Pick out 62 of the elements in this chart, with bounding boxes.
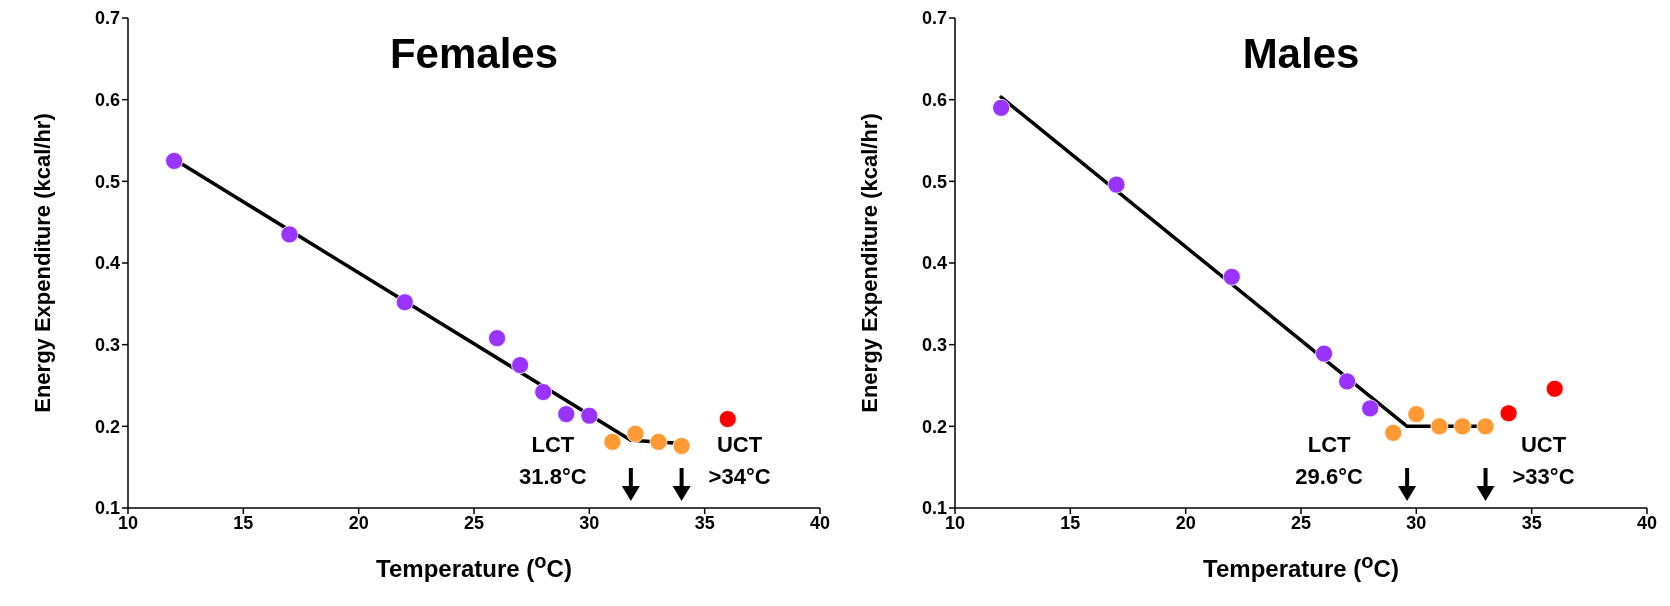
y-tick-label: 0.3: [921, 335, 947, 356]
x-tick-label: 35: [694, 512, 715, 533]
point: [1407, 405, 1426, 424]
chart-title: Females: [388, 30, 560, 78]
y-tick-label: 0.7: [921, 8, 947, 29]
y-axis-title: Energy Expenditure (kcal/hr): [30, 112, 56, 415]
y-tick-label: 0.5: [921, 171, 947, 192]
point: [1453, 417, 1472, 436]
point: [580, 406, 599, 425]
y-tick-label: 0.4: [94, 253, 120, 274]
point: [280, 225, 299, 244]
y-tick-label: 0.4: [921, 253, 947, 274]
annotation: UCT >34°C: [708, 432, 771, 489]
annotation: LCT 31.8°C: [519, 432, 587, 489]
x-tick-label: 15: [1060, 512, 1081, 533]
point: [488, 329, 507, 348]
point: [1338, 372, 1357, 391]
x-tick-label: 25: [463, 512, 485, 533]
x-tick-label: 20: [348, 512, 369, 533]
annotation: UCT >33°C: [1512, 432, 1575, 489]
x-axis-title: Temperature ($^{o}$C): [375, 550, 573, 583]
annotation: LCT 29.6°C: [1295, 432, 1363, 489]
point: [1430, 417, 1449, 436]
point: [1499, 404, 1518, 423]
x-tick-label: 40: [809, 512, 831, 533]
point: [165, 151, 184, 170]
x-tick-label: 30: [579, 512, 600, 533]
y-axis-title: Energy Expenditure (kcal/hr): [857, 112, 883, 415]
point: [603, 432, 622, 451]
y-tick-label: 0.6: [94, 90, 120, 111]
y-tick-label: 0.1: [94, 498, 120, 519]
x-tick-label: 35: [1521, 512, 1542, 533]
point: [992, 98, 1011, 117]
point: [649, 432, 668, 451]
point: [395, 293, 414, 312]
point: [626, 424, 645, 443]
x-axis-title: Temperature ($^{o}$C): [1202, 550, 1400, 583]
point: [672, 436, 691, 455]
y-tick-label: 0.6: [921, 90, 947, 111]
point: [1384, 423, 1403, 442]
x-tick-label: 15: [233, 512, 254, 533]
y-tick-label: 0.7: [94, 8, 120, 29]
x-tick-label: 20: [1175, 512, 1196, 533]
chart-title: Males: [1241, 30, 1361, 78]
y-tick-label: 0.3: [94, 335, 120, 356]
point: [534, 383, 553, 401]
point: [1545, 379, 1564, 398]
point: [1476, 417, 1495, 436]
point: [1315, 344, 1334, 363]
point: [511, 356, 530, 375]
y-tick-label: 0.1: [921, 498, 947, 519]
point: [1222, 267, 1241, 286]
point: [718, 410, 737, 428]
x-tick-label: 40: [1636, 512, 1658, 533]
x-tick-label: 30: [1406, 512, 1427, 533]
y-tick-label: 0.2: [94, 416, 120, 437]
point: [557, 405, 576, 424]
x-tick-label: 25: [1290, 512, 1312, 533]
point: [1361, 399, 1380, 418]
y-tick-label: 0.2: [921, 416, 947, 437]
y-tick-label: 0.5: [94, 171, 120, 192]
point: [1107, 175, 1126, 194]
